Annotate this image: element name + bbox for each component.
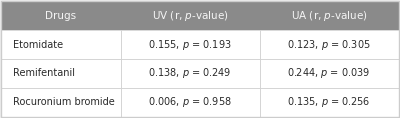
FancyBboxPatch shape [260,88,399,117]
FancyBboxPatch shape [1,1,120,30]
FancyBboxPatch shape [1,30,120,59]
FancyBboxPatch shape [1,59,120,88]
Text: Remifentanil: Remifentanil [13,68,75,78]
Text: Etomidate: Etomidate [13,40,64,50]
Text: UV (r, ): UV (r, ) [172,11,208,21]
Text: UA (r, p-value): UA (r, p-value) [291,11,367,21]
Text: UA (r, $\it{p}$-value): UA (r, $\it{p}$-value) [291,9,368,23]
Text: UA (r, ): UA (r, ) [311,11,348,21]
FancyBboxPatch shape [260,30,399,59]
FancyBboxPatch shape [120,88,260,117]
FancyBboxPatch shape [260,59,399,88]
Text: UV (r, $\it{p}$-value): UV (r, $\it{p}$-value) [152,9,228,23]
FancyBboxPatch shape [120,1,260,30]
Text: 0.123, $\it{p}$ = 0.305: 0.123, $\it{p}$ = 0.305 [287,38,371,52]
FancyBboxPatch shape [1,88,120,117]
Text: UV (r, p-value): UV (r, p-value) [152,11,228,21]
FancyBboxPatch shape [260,1,399,30]
Text: Drugs: Drugs [46,11,76,21]
Text: 0.006, $\it{p}$ = 0.958: 0.006, $\it{p}$ = 0.958 [148,95,232,109]
Text: 0.155, $\it{p}$ = 0.193: 0.155, $\it{p}$ = 0.193 [148,38,232,52]
FancyBboxPatch shape [120,30,260,59]
Text: 0.244, $\it{p}$ = 0.039: 0.244, $\it{p}$ = 0.039 [288,66,371,80]
Text: Rocuronium bromide: Rocuronium bromide [13,97,115,107]
Text: 0.138, $\it{p}$ = 0.249: 0.138, $\it{p}$ = 0.249 [148,66,232,80]
Text: 0.135, $\it{p}$ = 0.256: 0.135, $\it{p}$ = 0.256 [288,95,371,109]
FancyBboxPatch shape [120,59,260,88]
